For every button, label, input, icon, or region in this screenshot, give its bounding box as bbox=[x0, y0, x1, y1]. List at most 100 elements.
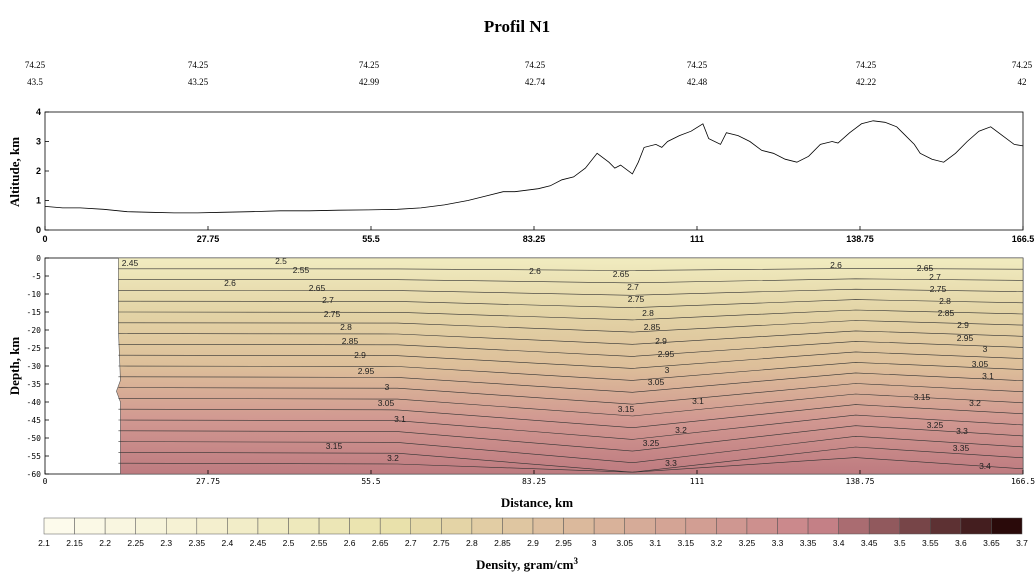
contour-line bbox=[118, 393, 1024, 417]
coordinate-labels: 74.25 74.25 74.25 74.25 74.25 74.25 74.25 43.5 4… bbox=[25, 60, 1033, 87]
colorbar-cell bbox=[196, 517, 228, 535]
colorbar-label: 3.35 bbox=[800, 538, 817, 548]
colorbar-label: 2.5 bbox=[283, 538, 295, 548]
coord-lon-label: 74.25 bbox=[1012, 60, 1033, 70]
coord-lat-label: 43.5 bbox=[27, 77, 43, 87]
contour-label: 2.8 bbox=[939, 296, 951, 306]
altitude-xtick-label: 83.25 bbox=[523, 234, 546, 244]
altitude-xtick-label: 138.75 bbox=[846, 234, 874, 244]
colorbar-label: 2.15 bbox=[66, 538, 83, 548]
contour-line bbox=[118, 404, 1024, 429]
colorbar-cell bbox=[227, 517, 259, 535]
contour-label: 3.05 bbox=[648, 377, 665, 387]
colorbar-labels: 2.1 2.15 2.2 2.25 2.3 2.35 2.4 2.45 2.5 2.55 2.6 2.… bbox=[38, 538, 1028, 548]
contour-label: 2.85 bbox=[938, 308, 955, 318]
contour-label: 3 bbox=[385, 382, 390, 392]
depth-xtick-label: 83.25 bbox=[522, 477, 546, 486]
contour-label: 3.4 bbox=[979, 461, 991, 471]
contour-lines bbox=[118, 268, 1024, 473]
coord-lat-label: 43.25 bbox=[188, 77, 209, 87]
depth-ticks: 0-5-10-15-20-25-30-35-40-45-50-55-600 27.… bbox=[27, 254, 1035, 486]
colorbar-label: 2.25 bbox=[127, 538, 144, 548]
colorbar-cell bbox=[899, 517, 931, 535]
colorbar-label: 3.55 bbox=[922, 538, 939, 548]
contour-label: 3.3 bbox=[665, 458, 677, 468]
contour-label: 2.9 bbox=[354, 350, 366, 360]
coord-lat-label: 42.99 bbox=[359, 77, 380, 87]
coord-lat-label: 42.48 bbox=[687, 77, 708, 87]
contour-labels: 2.45 2.52.552.62.62.62.652.652.65 2.72.72.… bbox=[122, 256, 994, 471]
contour-line bbox=[118, 299, 1024, 309]
contour-label: 3.2 bbox=[387, 453, 399, 463]
colorbar-label: 3.7 bbox=[1016, 538, 1028, 548]
depth-ytick-label: -55 bbox=[27, 452, 42, 461]
depth-xtick-label: 27.75 bbox=[196, 477, 220, 486]
colorbar-cell bbox=[685, 517, 717, 535]
contour-label: 2.6 bbox=[830, 260, 842, 270]
altitude-ytick-label: 2 bbox=[36, 166, 41, 176]
coord-lat-label: 42.22 bbox=[856, 77, 876, 87]
contour-label: 3.05 bbox=[972, 359, 989, 369]
contour-label: 3.2 bbox=[969, 398, 981, 408]
contour-line bbox=[118, 268, 1024, 271]
colorbar-cell bbox=[135, 517, 167, 535]
contour-label: 2.55 bbox=[293, 265, 310, 275]
altitude-frame bbox=[44, 111, 1024, 231]
contour-label: 3.15 bbox=[914, 392, 931, 402]
depth-ytick-label: -5 bbox=[31, 272, 41, 281]
colorbar-cell bbox=[930, 517, 962, 535]
contour-label: 3.35 bbox=[953, 443, 970, 453]
colorbar-label: 2.3 bbox=[160, 538, 172, 548]
contour-label: 2.95 bbox=[957, 333, 974, 343]
colorbar-cell bbox=[471, 517, 503, 535]
altitude-ylabel: Altitude, km bbox=[7, 137, 22, 207]
depth-ytick-label: -50 bbox=[27, 434, 42, 443]
altitude-line bbox=[44, 120, 1024, 214]
contour-label: 2.9 bbox=[957, 320, 969, 330]
colorbar-cell bbox=[288, 517, 320, 535]
colorbar-cell bbox=[593, 517, 625, 535]
altitude-panel: 0 27.75 55.5 83.25 111 138.75 166.5 0 1 2 3 4 Altit… bbox=[7, 107, 1034, 244]
contour-line bbox=[118, 372, 1024, 393]
colorbar-label: 3 bbox=[592, 538, 597, 548]
contour-label: 2.9 bbox=[655, 336, 667, 346]
colorbar-cell bbox=[379, 517, 411, 535]
contour-label: 2.5 bbox=[275, 256, 287, 266]
altitude-xtick-label: 166.5 bbox=[1012, 234, 1035, 244]
contour-label: 2.65 bbox=[917, 263, 934, 273]
contour-label: 3.1 bbox=[692, 396, 704, 406]
colorbar-cell bbox=[716, 517, 748, 535]
colorbar-label: 3.05 bbox=[616, 538, 633, 548]
contour-label: 3.3 bbox=[956, 426, 968, 436]
colorbar-cell bbox=[563, 517, 595, 535]
contour-line bbox=[118, 278, 1024, 284]
contour-label: 2.95 bbox=[358, 366, 375, 376]
colorbar-label: 2.45 bbox=[250, 538, 267, 548]
colorbar-label: 2.2 bbox=[99, 538, 111, 548]
colorbar-label: 2.4 bbox=[221, 538, 233, 548]
contour-label: 2.8 bbox=[340, 322, 352, 332]
colorbar-label: 2.75 bbox=[433, 538, 450, 548]
colorbar-cell bbox=[655, 517, 687, 535]
depth-ytick-label: -40 bbox=[27, 398, 42, 407]
colorbar-cell bbox=[807, 517, 839, 535]
depth-ytick-label: -20 bbox=[27, 326, 42, 335]
depth-xtick-label: 0 bbox=[43, 477, 48, 486]
altitude-ticks: 0 27.75 55.5 83.25 111 138.75 166.5 0 1 2 3 4 bbox=[36, 107, 1034, 244]
colorbar-cell bbox=[960, 517, 992, 535]
contour-line bbox=[118, 435, 1024, 464]
colorbar-label: 3.45 bbox=[861, 538, 878, 548]
coord-lon-label: 74.25 bbox=[188, 60, 209, 70]
colorbar-label: 2.7 bbox=[405, 538, 417, 548]
contour-label: 3.15 bbox=[326, 441, 343, 451]
colorbar-cell bbox=[74, 517, 106, 535]
colorbar-cell bbox=[104, 517, 136, 535]
colorbar-title: Density, gram/cm3 bbox=[476, 556, 578, 572]
colorbar-label: 3.65 bbox=[983, 538, 1000, 548]
altitude-ytick-label: 4 bbox=[36, 107, 41, 117]
contour-label: 2.6 bbox=[529, 266, 541, 276]
coord-lon-label: 74.25 bbox=[359, 60, 380, 70]
depth-ytick-label: -10 bbox=[27, 290, 42, 299]
contour-label: 2.65 bbox=[613, 269, 630, 279]
depth-ytick-label: -30 bbox=[27, 362, 42, 371]
